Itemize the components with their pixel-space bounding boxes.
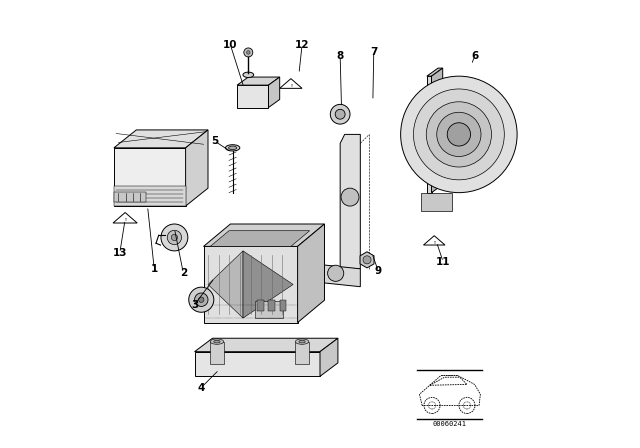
Text: 6: 6 bbox=[471, 51, 478, 61]
Circle shape bbox=[401, 76, 517, 193]
Circle shape bbox=[436, 112, 481, 156]
Text: 9: 9 bbox=[374, 266, 382, 276]
Polygon shape bbox=[431, 68, 443, 193]
Text: !: ! bbox=[433, 241, 435, 245]
Text: 5: 5 bbox=[211, 136, 218, 146]
Text: 7: 7 bbox=[370, 47, 378, 56]
Polygon shape bbox=[243, 251, 293, 318]
Polygon shape bbox=[113, 212, 137, 223]
Polygon shape bbox=[298, 224, 324, 323]
Circle shape bbox=[413, 89, 504, 180]
Circle shape bbox=[335, 109, 345, 119]
Polygon shape bbox=[114, 130, 208, 148]
Polygon shape bbox=[210, 342, 224, 364]
Circle shape bbox=[328, 265, 344, 281]
Polygon shape bbox=[237, 85, 269, 108]
Circle shape bbox=[244, 48, 253, 57]
Polygon shape bbox=[269, 77, 280, 108]
Polygon shape bbox=[427, 76, 431, 193]
Text: 11: 11 bbox=[436, 257, 451, 267]
Text: !: ! bbox=[124, 218, 126, 222]
Text: 1: 1 bbox=[150, 264, 158, 274]
Polygon shape bbox=[360, 252, 374, 268]
Ellipse shape bbox=[228, 146, 237, 150]
Bar bbox=[421, 193, 452, 211]
Polygon shape bbox=[186, 130, 208, 206]
Polygon shape bbox=[195, 338, 338, 352]
Ellipse shape bbox=[225, 145, 240, 151]
Circle shape bbox=[189, 287, 214, 312]
Ellipse shape bbox=[299, 340, 305, 343]
Polygon shape bbox=[280, 79, 302, 88]
Bar bbox=[255, 302, 284, 318]
Text: 2: 2 bbox=[180, 268, 187, 278]
Circle shape bbox=[330, 104, 350, 124]
Polygon shape bbox=[296, 342, 309, 364]
Circle shape bbox=[195, 293, 208, 306]
Text: 3: 3 bbox=[191, 300, 198, 310]
Text: 4: 4 bbox=[198, 383, 205, 392]
Circle shape bbox=[246, 51, 250, 54]
Circle shape bbox=[167, 230, 182, 245]
Circle shape bbox=[447, 123, 470, 146]
Polygon shape bbox=[204, 246, 298, 323]
Text: 10: 10 bbox=[223, 40, 237, 50]
Text: 00060241: 00060241 bbox=[433, 421, 467, 427]
Circle shape bbox=[161, 224, 188, 251]
Polygon shape bbox=[340, 134, 360, 269]
Bar bbox=[114, 185, 186, 206]
Text: 13: 13 bbox=[113, 248, 127, 258]
Polygon shape bbox=[195, 352, 320, 376]
Text: 8: 8 bbox=[337, 51, 344, 61]
Polygon shape bbox=[320, 338, 338, 376]
Circle shape bbox=[363, 256, 371, 264]
Polygon shape bbox=[318, 264, 360, 287]
Polygon shape bbox=[424, 236, 445, 245]
Polygon shape bbox=[208, 251, 243, 318]
Ellipse shape bbox=[243, 72, 253, 78]
Polygon shape bbox=[204, 224, 324, 246]
Text: 12: 12 bbox=[295, 40, 309, 50]
Bar bbox=[268, 300, 275, 311]
Text: !: ! bbox=[290, 84, 292, 88]
Ellipse shape bbox=[214, 340, 220, 343]
Polygon shape bbox=[237, 77, 280, 85]
Bar bbox=[280, 300, 286, 311]
Circle shape bbox=[172, 234, 177, 241]
Polygon shape bbox=[114, 148, 186, 206]
Bar bbox=[257, 300, 264, 311]
Polygon shape bbox=[210, 231, 310, 246]
Polygon shape bbox=[427, 68, 443, 76]
Ellipse shape bbox=[296, 339, 309, 345]
Bar bbox=[114, 192, 146, 202]
Ellipse shape bbox=[211, 339, 224, 345]
Circle shape bbox=[198, 297, 204, 302]
Circle shape bbox=[341, 188, 359, 206]
Circle shape bbox=[426, 102, 492, 167]
